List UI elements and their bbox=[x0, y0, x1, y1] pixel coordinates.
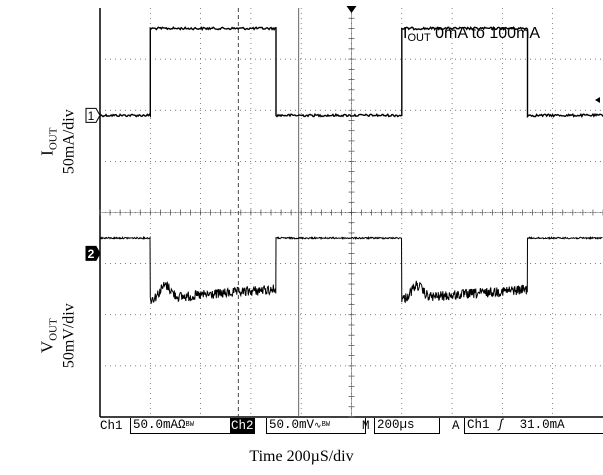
ch2-vout-trace bbox=[99, 235, 603, 304]
graticule bbox=[99, 6, 603, 418]
trigger-readout: Ch1 ʃ 31.0mA bbox=[464, 418, 603, 434]
ch1-scale-readout: 50.0mAΩBW bbox=[130, 418, 232, 434]
y-axis-label-vout: VOUT 50mV/div bbox=[37, 266, 78, 406]
channel-markers: 12 bbox=[85, 107, 101, 261]
traces bbox=[99, 26, 603, 304]
trigger-position-marker bbox=[346, 6, 357, 13]
ch1-marker-label: 1 bbox=[88, 109, 95, 123]
y-axis-label-iout-name: IOUT bbox=[37, 127, 60, 156]
trigger-mode: A bbox=[452, 419, 460, 433]
timebase-label: M bbox=[362, 419, 370, 433]
y-axis-label-iout: IOUT 50mA/div bbox=[37, 72, 78, 212]
ch2-ground-marker bbox=[85, 245, 101, 261]
y-axis-label-iout-scale: 50mA/div bbox=[60, 109, 78, 175]
ch1-iout-trace bbox=[99, 26, 603, 119]
current-step-annotation: IOUT 0mA to 100mA bbox=[403, 25, 541, 44]
ch2-scale-readout: 50.0mV∿BW bbox=[266, 418, 366, 434]
ch1-ground-marker bbox=[85, 107, 101, 123]
trigger-level-marker bbox=[595, 97, 600, 104]
y-axis-label-vout-name: VOUT bbox=[37, 318, 60, 354]
ch2-marker-label: 2 bbox=[88, 247, 95, 261]
trigger-slope-icon: ʃ bbox=[497, 418, 505, 432]
ch1-label: Ch1 bbox=[100, 419, 123, 433]
x-axis-label: Time 200µS/div bbox=[249, 448, 354, 465]
y-axis-label-vout-scale: 50mV/div bbox=[60, 303, 78, 369]
timebase-readout: 200µs bbox=[374, 418, 440, 434]
scope-status-bar: Ch1 50.0mAΩBW Ch2 50.0mV∿BW M 200µs A Ch… bbox=[98, 418, 603, 434]
ch2-label: Ch2 bbox=[230, 418, 255, 434]
